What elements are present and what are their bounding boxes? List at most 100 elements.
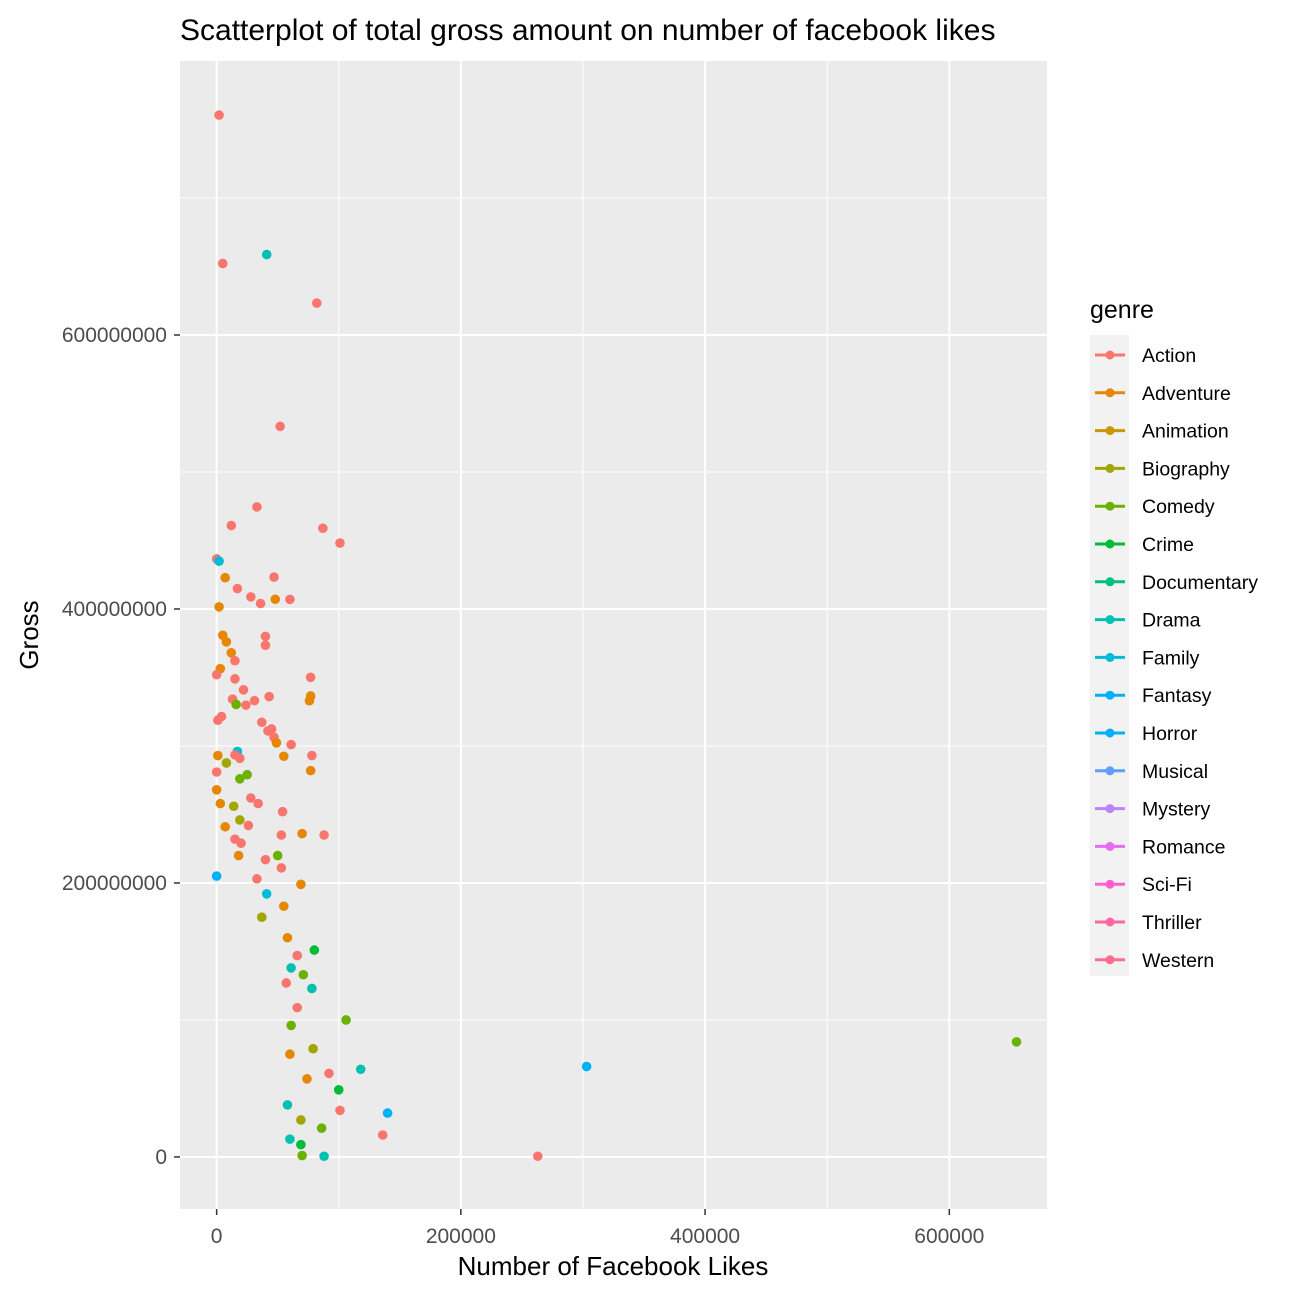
data-point [228, 801, 239, 812]
data-point [252, 502, 262, 512]
data-point [298, 969, 309, 980]
data-point [316, 1123, 327, 1133]
legend-label: Documentary [1142, 572, 1258, 594]
data-point [278, 901, 289, 912]
data-point [532, 1151, 543, 1162]
data-point [272, 850, 283, 861]
legend-label: Adventure [1142, 383, 1231, 405]
data-point [296, 879, 306, 890]
data-point [257, 912, 267, 923]
data-point [292, 950, 303, 961]
data-point [213, 715, 223, 726]
data-point [221, 758, 232, 768]
legend-key-point [1105, 728, 1115, 738]
data-point [253, 798, 263, 809]
legend-key-point [1105, 841, 1115, 851]
data-point [297, 1150, 307, 1161]
grid [180, 61, 1047, 1209]
legend-key-point [1105, 766, 1115, 776]
legend-label: Horror [1142, 723, 1198, 745]
legend-label: Comedy [1142, 496, 1215, 518]
legend-key-point [1105, 463, 1115, 473]
data-point [260, 640, 271, 651]
data-point [235, 753, 245, 764]
legend-label: Romance [1142, 836, 1225, 858]
legend-key-point [1105, 577, 1115, 587]
legend-key-point [1105, 501, 1115, 511]
data-point [302, 1074, 312, 1084]
legend-label: Thriller [1142, 912, 1202, 934]
x-axis: 0 200000 400000 600000 [211, 1209, 984, 1248]
legend: genre Action Adventure Animation Biography C… [1090, 296, 1258, 976]
data-point [246, 793, 256, 803]
data-point [281, 978, 292, 988]
data-point [277, 806, 288, 817]
legend-key-point [1105, 955, 1115, 965]
data-point [581, 1061, 592, 1072]
data-point [238, 684, 249, 695]
plot-panel [180, 61, 1047, 1209]
data-point [285, 1049, 295, 1059]
data-point [213, 750, 223, 761]
x-tick-label: 200000 [426, 1225, 496, 1248]
data-point [305, 672, 316, 683]
data-point [285, 594, 295, 605]
data-point [252, 874, 262, 884]
data-point [307, 983, 317, 994]
legend-label: Fantasy [1142, 685, 1212, 707]
x-tick-label: 600000 [914, 1225, 984, 1248]
data-point [261, 249, 272, 260]
legend-label: Sci-Fi [1142, 874, 1192, 896]
data-point [270, 594, 281, 605]
y-axis: 0 200000000 400000000 600000000 [62, 324, 180, 1169]
data-point [226, 648, 237, 658]
legend-label: Mystery [1142, 799, 1211, 821]
data-point [324, 1068, 334, 1079]
data-point [335, 1105, 345, 1116]
y-tick-label: 0 [155, 1146, 167, 1169]
legend-key-point [1105, 388, 1115, 398]
data-point [269, 572, 279, 582]
data-point [232, 583, 243, 594]
y-axis-title: Gross [14, 600, 44, 669]
data-point [211, 785, 222, 795]
data-point [236, 838, 246, 849]
legend-label: Musical [1142, 761, 1208, 783]
data-point [249, 695, 260, 706]
data-point [286, 963, 296, 973]
data-point [305, 765, 316, 776]
data-point [341, 1015, 351, 1025]
data-point [286, 739, 296, 750]
data-point [319, 830, 329, 840]
data-point [214, 556, 224, 566]
data-point [220, 572, 230, 583]
legend-key-point [1105, 879, 1115, 889]
legend-key-point [1105, 690, 1115, 700]
data-point [215, 798, 226, 809]
x-tick-label: 0 [211, 1225, 223, 1248]
legend-key-point [1105, 804, 1115, 814]
data-point [264, 691, 274, 702]
y-tick-label: 200000000 [62, 872, 167, 895]
data-point [257, 717, 267, 728]
data-point [382, 1108, 393, 1118]
legend-label: Animation [1142, 421, 1229, 443]
data-point [233, 850, 244, 861]
legend-entries: Action Adventure Animation Biography Comedy C… [1095, 345, 1258, 972]
data-point [355, 1064, 366, 1075]
legend-key-point [1105, 350, 1115, 360]
x-tick-label: 400000 [670, 1225, 740, 1248]
data-point [235, 774, 245, 784]
data-point [261, 889, 272, 899]
data-point [309, 945, 320, 955]
data-point [282, 1100, 293, 1110]
data-point [308, 1043, 318, 1054]
data-point [214, 110, 224, 120]
data-point [230, 655, 240, 666]
data-point [275, 421, 285, 432]
data-point [243, 820, 254, 831]
legend-key-point [1105, 917, 1115, 927]
chart-title: Scatterplot of total gross amount on num… [180, 14, 995, 47]
data-points [211, 110, 1022, 1162]
data-point [260, 631, 271, 642]
